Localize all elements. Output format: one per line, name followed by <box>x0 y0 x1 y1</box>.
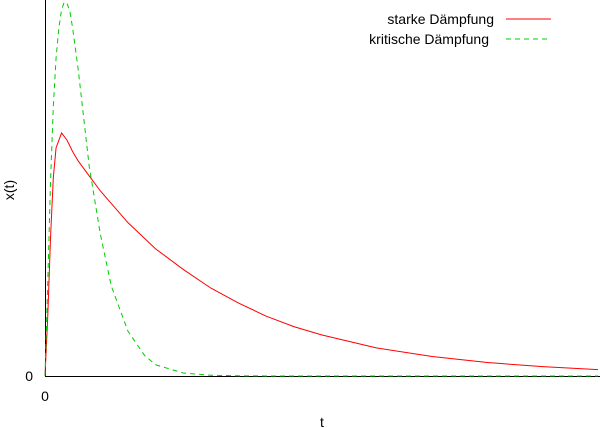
legend: starke Dämpfung kritische Dämpfung <box>369 11 551 47</box>
series-line-1 <box>44 131 599 377</box>
series-line-2 <box>44 1 598 377</box>
legend-label-series-2: kritische Dämpfung <box>369 31 489 47</box>
x-tick-label: 0 <box>41 388 49 404</box>
x-axis-label: t <box>320 414 324 428</box>
y-tick-label: 0 <box>25 368 33 384</box>
y-axis-label: x(t) <box>1 180 17 200</box>
legend-label-series-1: starke Dämpfung <box>387 11 494 27</box>
